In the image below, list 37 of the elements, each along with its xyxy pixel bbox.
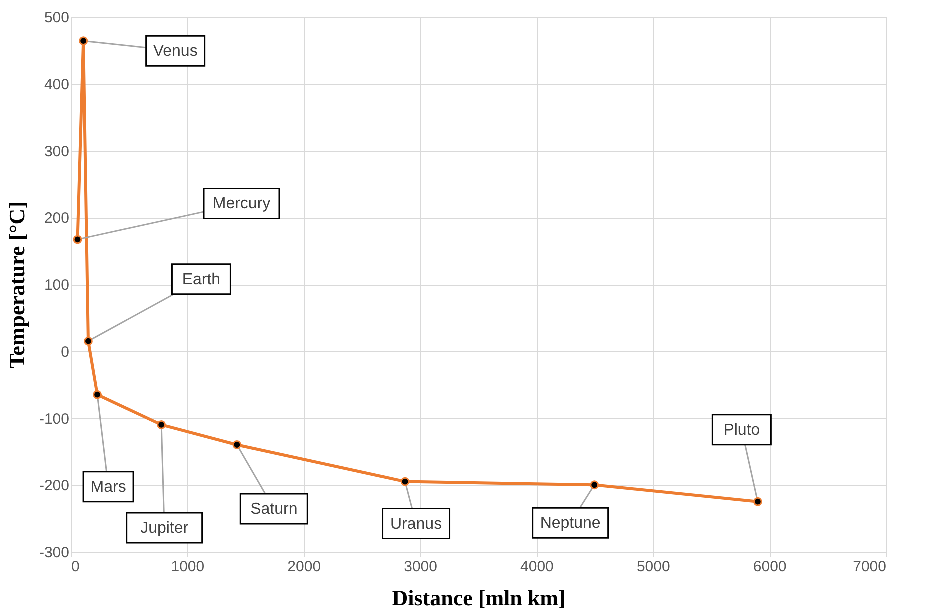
y-tick-label: -300 — [39, 544, 70, 562]
point — [400, 477, 410, 486]
point — [79, 36, 88, 46]
point — [84, 336, 93, 346]
annotation: Mars — [90, 478, 126, 496]
y-tick-label: 200 — [44, 210, 70, 228]
y-tick-label: 0 — [61, 344, 70, 361]
annotation: Pluto — [724, 422, 760, 439]
y-tick-label: 500 — [44, 10, 70, 26]
x-tick-label: 0 — [72, 558, 80, 576]
annotation: Earth — [182, 271, 221, 288]
y-tick-label: 300 — [44, 143, 70, 160]
y-tick-label: -200 — [39, 478, 70, 495]
annotation: Venus — [153, 43, 198, 60]
x-tick-label: 3000 — [404, 558, 438, 576]
point — [73, 235, 82, 244]
x-tick-label: 5000 — [636, 558, 670, 576]
point — [157, 420, 166, 430]
annotation: Jupiter — [140, 520, 190, 537]
x-tick-label: 7000 — [853, 558, 886, 576]
x-tick-label: 1000 — [171, 558, 205, 576]
annotation: Neptune — [540, 515, 601, 532]
annotation: Mercury — [212, 196, 271, 213]
annotation: Uranus — [390, 516, 442, 533]
point — [590, 480, 600, 490]
x-tick-label: 4000 — [520, 558, 554, 576]
x-tick-label: 6000 — [753, 558, 787, 576]
point — [93, 390, 102, 400]
point — [232, 440, 242, 450]
y-tick-label: -100 — [39, 410, 70, 428]
y-tick-label: 100 — [44, 277, 70, 294]
annotation: Saturn — [250, 501, 298, 518]
x-axis-title: Distance [mln km] — [392, 586, 566, 610]
y-tick-label: 400 — [44, 76, 70, 94]
y-axis-title: Temperature [°C] — [4, 201, 30, 369]
point — [753, 497, 762, 506]
x-tick-label: 2000 — [288, 558, 322, 576]
